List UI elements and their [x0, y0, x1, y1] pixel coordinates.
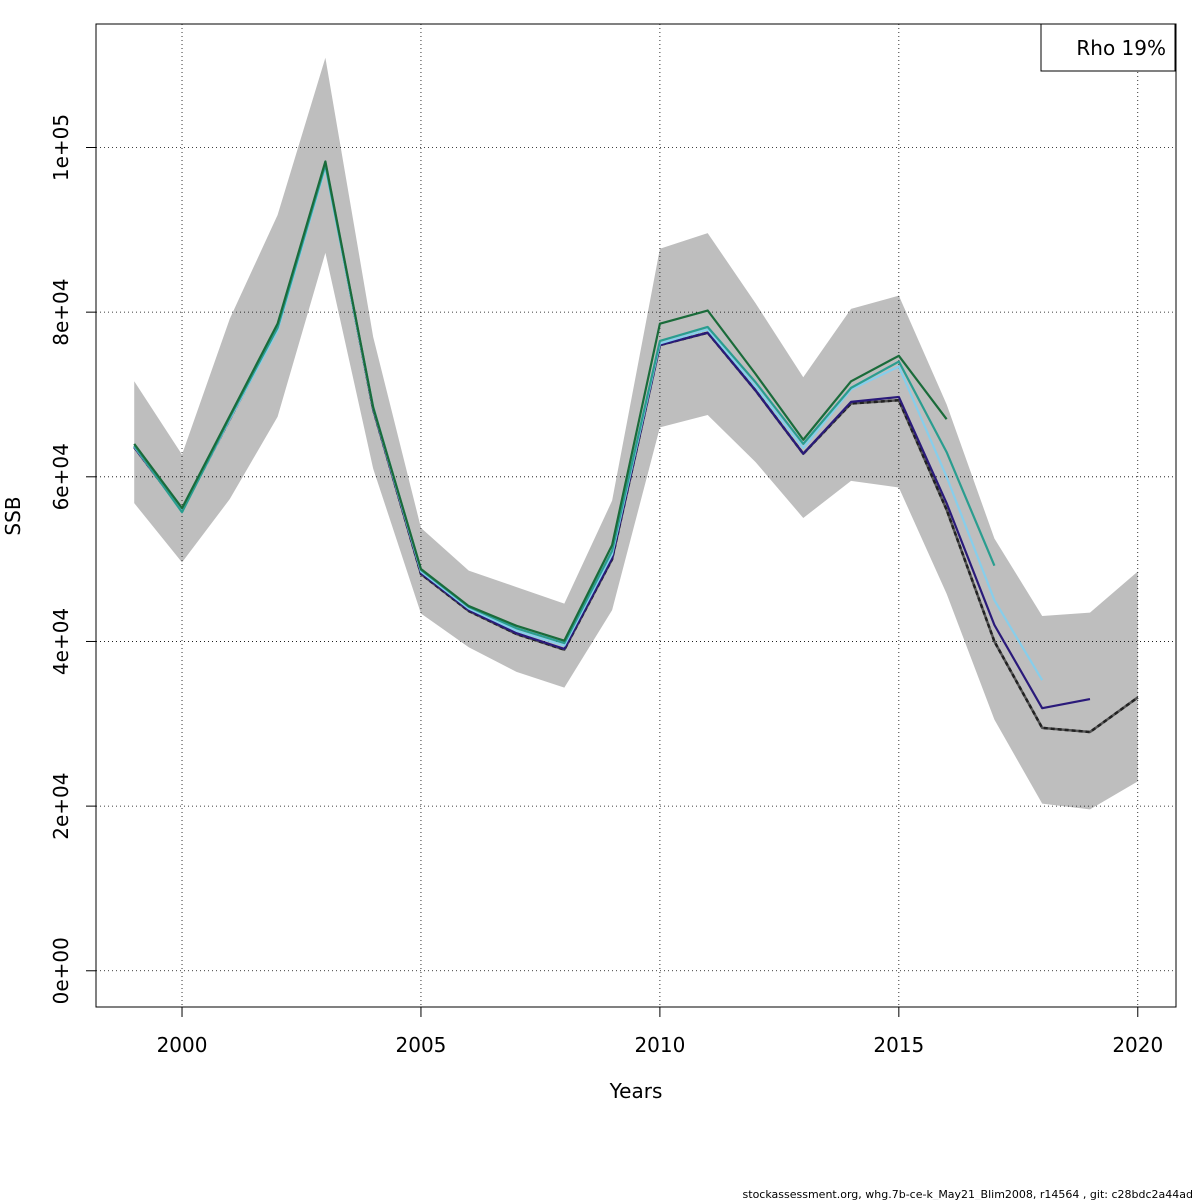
legend-rho-text: Rho 19% [1076, 36, 1166, 60]
legend-box: Rho 19% [1040, 23, 1176, 72]
y-tick-label-60000: 6e+04 [49, 443, 73, 510]
x-tick-label-2005: 2005 [396, 1033, 447, 1057]
x-tick-label-2015: 2015 [873, 1033, 924, 1057]
series-line-3 [133, 163, 996, 645]
x-tick-label-2020: 2020 [1112, 1033, 1163, 1057]
y-tick-label-40000: 4e+04 [49, 608, 73, 675]
series-layer [133, 160, 1139, 734]
y-tick-label-0: 0e+00 [49, 937, 73, 1004]
x-tick-label-2000: 2000 [157, 1033, 208, 1057]
y-tick-label-100000: 1e+05 [49, 114, 73, 181]
grid-layer [96, 24, 1176, 1007]
y-tick-label-20000: 2e+04 [49, 772, 73, 839]
series-line-4 [133, 160, 948, 642]
footer-credit: stockassessment.org, whg.7b-ce-k_May21_B… [743, 1188, 1193, 1200]
x-axis-label: Years [609, 1079, 663, 1103]
legend-frame [1040, 23, 1176, 72]
axis-layer: 2000 2005 2010 2015 2020 0e+00 2e+04 4e+04 6e+04… [49, 114, 1163, 1057]
y-axis-label: SSB [1, 496, 25, 535]
y-tick-label-80000: 8e+04 [49, 279, 73, 346]
x-tick-label-2010: 2010 [634, 1033, 685, 1057]
